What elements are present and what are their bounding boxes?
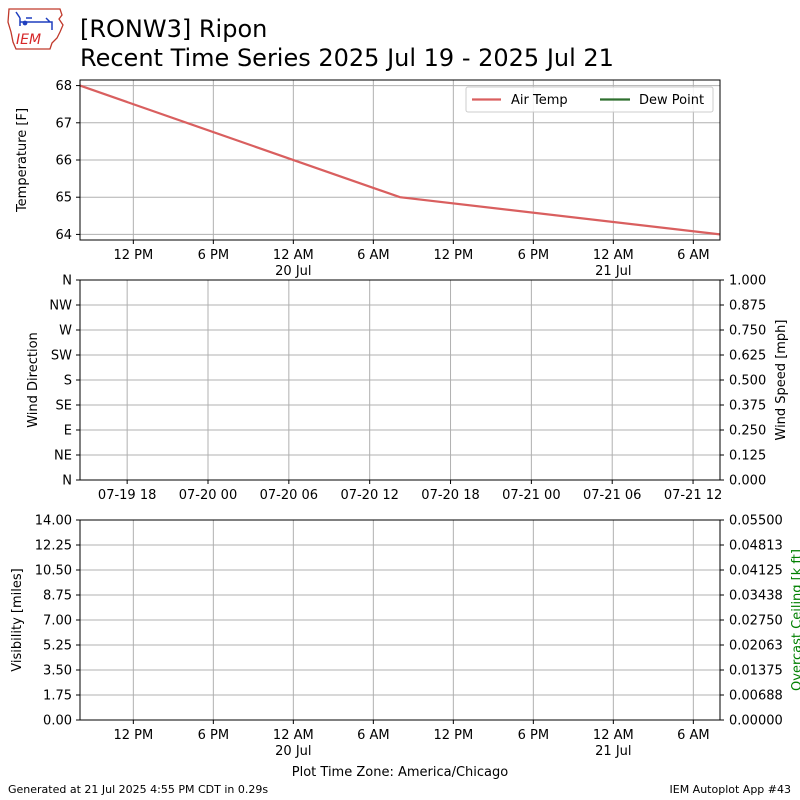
y-tick-label: 12.25 bbox=[35, 539, 72, 554]
y2-tick-label: 0.500 bbox=[729, 374, 766, 389]
y2-tick-label: 0.04125 bbox=[729, 564, 783, 579]
y2-tick-label: 0.02750 bbox=[729, 614, 783, 629]
x-tick-label: 07-20 12 bbox=[340, 488, 398, 503]
y-tick-label: 67 bbox=[55, 116, 72, 131]
x-tick-label: 07-20 18 bbox=[421, 488, 479, 503]
y-tick-label: E bbox=[64, 424, 72, 439]
y2-tick-label: 0.04813 bbox=[729, 539, 783, 554]
generated-footer: Generated at 21 Jul 2025 4:55 PM CDT in … bbox=[8, 783, 269, 796]
y-tick-label: NE bbox=[54, 449, 72, 464]
y2-axis-label: Wind Speed [mph] bbox=[774, 320, 789, 441]
legend-label-dew-point: Dew Point bbox=[639, 93, 704, 108]
y2-tick-label: 0.250 bbox=[729, 424, 766, 439]
iowa-outline-icon bbox=[7, 8, 64, 50]
x-tick-label: 07-21 06 bbox=[583, 488, 641, 503]
y2-tick-label: 0.125 bbox=[729, 449, 766, 464]
x-tick-label: 07-20 06 bbox=[260, 488, 318, 503]
y-tick-label: 5.25 bbox=[43, 639, 72, 654]
x-tick-label: 12 PM bbox=[433, 248, 473, 263]
y-axis-label: Temperature [F] bbox=[15, 108, 30, 213]
y-tick-label: N bbox=[62, 474, 72, 489]
x-tick-label: 6 AM bbox=[677, 248, 710, 263]
y2-tick-label: 1.000 bbox=[729, 274, 766, 289]
y-tick-label: 3.50 bbox=[43, 664, 72, 679]
x-tick-label: 07-19 18 bbox=[98, 488, 156, 503]
x-tick-label: 12 AM bbox=[593, 248, 634, 263]
x-tick-label: 07-21 00 bbox=[502, 488, 560, 503]
x-tick-sublabel: 20 Jul bbox=[275, 744, 311, 759]
series-line-air-temp bbox=[79, 84, 721, 236]
x-tick-label: 6 PM bbox=[198, 248, 229, 263]
y-tick-label: 66 bbox=[55, 154, 72, 169]
app-footer: IEM Autoplot App #43 bbox=[669, 783, 792, 796]
y-axis-label: Wind Direction bbox=[26, 332, 41, 428]
x-tick-label: 6 AM bbox=[357, 728, 390, 743]
y-tick-label: SW bbox=[51, 349, 72, 364]
y-tick-label: 0.00 bbox=[43, 714, 72, 729]
y2-tick-label: 0.625 bbox=[729, 349, 766, 364]
iem-logo: IEM bbox=[7, 8, 64, 50]
x-tick-sublabel: 21 Jul bbox=[595, 744, 631, 759]
y-tick-label: W bbox=[59, 324, 72, 339]
panel-1 bbox=[76, 79, 721, 244]
y2-tick-label: 0.05500 bbox=[729, 514, 783, 529]
x-tick-label: 6 AM bbox=[677, 728, 710, 743]
y-tick-label: 7.00 bbox=[43, 614, 72, 629]
legend bbox=[465, 86, 714, 113]
panel-3 bbox=[76, 519, 724, 724]
chart-title-line1: [RONW3] Ripon bbox=[80, 15, 268, 43]
station-dot-icon bbox=[22, 20, 28, 26]
x-tick-label: 12 PM bbox=[113, 248, 153, 263]
y2-tick-label: 0.375 bbox=[729, 399, 766, 414]
y-tick-label: 65 bbox=[55, 191, 72, 206]
y-tick-label: 10.50 bbox=[35, 564, 72, 579]
x-tick-label: 6 PM bbox=[198, 728, 229, 743]
y-tick-label: 68 bbox=[55, 79, 72, 94]
x-tick-label: 6 PM bbox=[518, 248, 549, 263]
x-tick-label: 6 PM bbox=[518, 728, 549, 743]
y-tick-label: 1.75 bbox=[43, 689, 72, 704]
chart-title-line2: Recent Time Series 2025 Jul 19 - 2025 Ju… bbox=[80, 44, 614, 72]
y2-tick-label: 0.02063 bbox=[729, 639, 783, 654]
y-tick-label: S bbox=[64, 374, 72, 389]
x-tick-label: 6 AM bbox=[357, 248, 390, 263]
y2-tick-label: 0.01375 bbox=[729, 664, 783, 679]
legend-label-air-temp: Air Temp bbox=[511, 93, 568, 108]
y-tick-label: NW bbox=[49, 299, 72, 314]
y-tick-label: SE bbox=[56, 399, 72, 414]
logo-text: IEM bbox=[16, 32, 41, 48]
panel-2 bbox=[76, 279, 724, 484]
y2-tick-label: 0.03438 bbox=[729, 589, 783, 604]
y-tick-label: 64 bbox=[55, 228, 72, 243]
y-tick-label: 14.00 bbox=[35, 514, 72, 529]
y-axis-label: Visibility [miles] bbox=[10, 568, 25, 671]
y2-tick-label: 0.00000 bbox=[729, 714, 783, 729]
legend-box bbox=[465, 86, 714, 113]
y2-tick-label: 0.750 bbox=[729, 324, 766, 339]
y2-tick-label: 0.875 bbox=[729, 299, 766, 314]
x-tick-label: 07-20 00 bbox=[179, 488, 237, 503]
timezone-label: Plot Time Zone: America/Chicago bbox=[292, 765, 508, 780]
x-tick-label: 07-21 12 bbox=[664, 488, 722, 503]
x-tick-label: 12 AM bbox=[273, 728, 314, 743]
x-tick-label: 12 AM bbox=[273, 248, 314, 263]
y-tick-label: N bbox=[62, 274, 72, 289]
y2-tick-label: 0.000 bbox=[729, 474, 766, 489]
y2-tick-label: 0.00688 bbox=[729, 689, 783, 704]
x-tick-label: 12 AM bbox=[593, 728, 634, 743]
x-tick-label: 12 PM bbox=[113, 728, 153, 743]
x-tick-sublabel: 20 Jul bbox=[275, 264, 311, 279]
y-tick-label: 8.75 bbox=[43, 589, 72, 604]
x-tick-label: 12 PM bbox=[433, 728, 473, 743]
y2-axis-label: Overcast Ceiling [k ft] bbox=[790, 549, 800, 691]
wind-barb-icon bbox=[15, 11, 53, 30]
x-tick-sublabel: 21 Jul bbox=[595, 264, 631, 279]
